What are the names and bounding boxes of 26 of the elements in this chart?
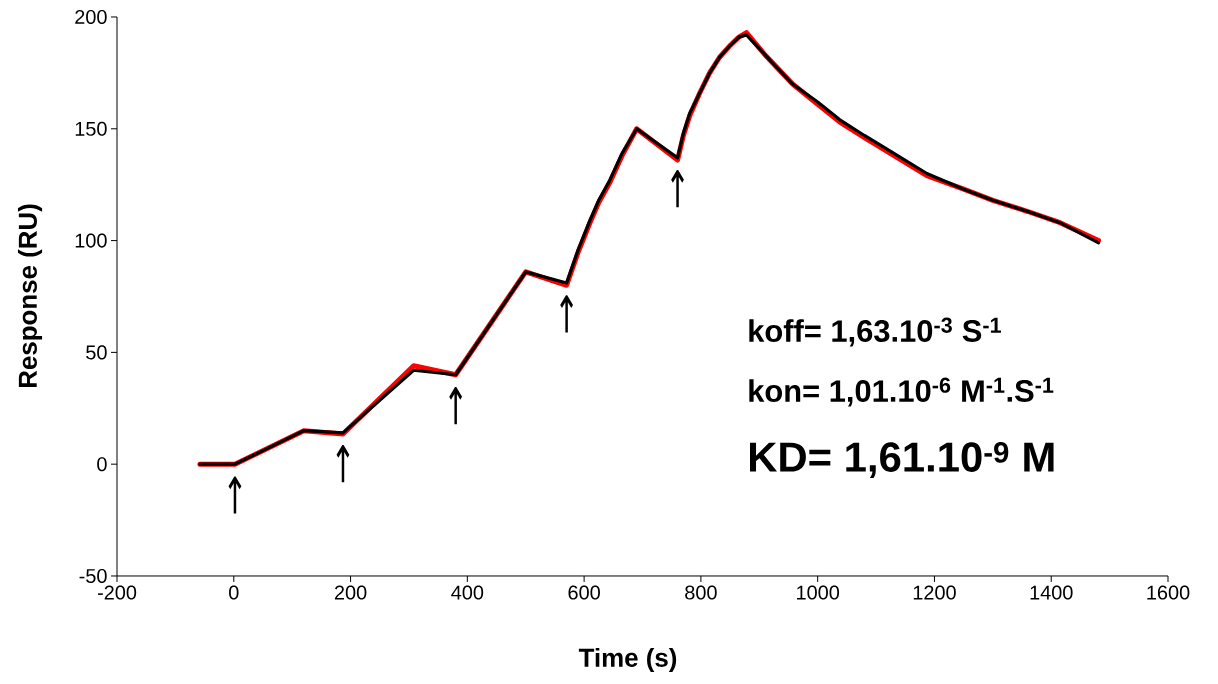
x-tick-label: -200	[97, 585, 137, 600]
y-tick-label: 0	[97, 457, 107, 472]
y-tick-label: 150	[75, 121, 107, 136]
y-axis-title: Response (RU)	[17, 204, 43, 388]
x-tick-label: 200	[334, 585, 367, 600]
y-tick-label: -50	[79, 568, 107, 584]
annotation: ↑	[560, 295, 573, 333]
annotation: ↑	[449, 386, 463, 425]
x-axis-title: Time (s)	[578, 647, 677, 673]
x-tick-label: 0	[229, 585, 239, 600]
x-tick-label: 1600	[1147, 585, 1190, 600]
annotation: ↑	[228, 476, 242, 514]
y-tick-label: 50	[86, 345, 107, 360]
annotation: KD= 1,61.10$^{-9}$ M	[750, 442, 1054, 478]
x-tick-label: 1000	[797, 585, 840, 600]
x-tick-label: 1400	[1030, 585, 1073, 600]
x-tick-label: 1200	[913, 585, 956, 600]
x-tick-label: 400	[451, 585, 484, 600]
y-tick-label: 200	[75, 9, 107, 25]
annotation: ↑	[336, 445, 350, 483]
annotation: koff= 1,63.10$^{-3}$ S$^{-1}$	[749, 317, 1001, 347]
annotation: kon= 1,01.10$^{-6}$ M$^{-1}$.S$^{-1}$	[749, 377, 1054, 407]
x-tick-label: 600	[568, 585, 600, 600]
x-tick-label: 800	[685, 585, 717, 600]
annotation: ↑	[671, 170, 684, 208]
y-tick-label: 100	[75, 233, 107, 248]
